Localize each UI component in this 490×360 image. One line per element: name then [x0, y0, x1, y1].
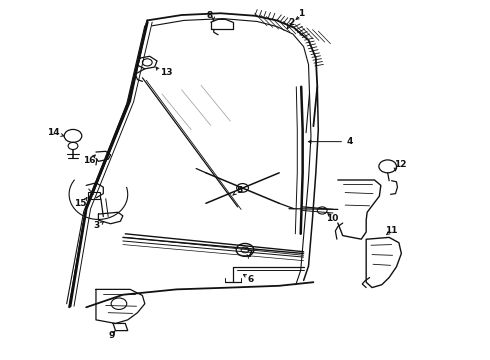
Text: 16: 16 — [83, 156, 96, 165]
Text: 12: 12 — [394, 160, 407, 169]
Text: 11: 11 — [385, 226, 398, 235]
Text: 9: 9 — [109, 332, 115, 341]
Text: 2: 2 — [288, 18, 294, 27]
Text: 14: 14 — [47, 128, 60, 137]
Bar — [88, 192, 100, 199]
Text: 13: 13 — [160, 68, 172, 77]
Text: 6: 6 — [248, 275, 254, 284]
Text: 7: 7 — [246, 250, 253, 259]
Text: 8: 8 — [206, 10, 213, 19]
Text: 4: 4 — [347, 137, 353, 146]
Text: 3: 3 — [94, 221, 100, 230]
Text: 15: 15 — [74, 199, 86, 208]
Text: 5: 5 — [236, 186, 242, 195]
Text: 10: 10 — [326, 214, 338, 223]
Text: 1: 1 — [298, 9, 304, 18]
Circle shape — [237, 184, 248, 192]
